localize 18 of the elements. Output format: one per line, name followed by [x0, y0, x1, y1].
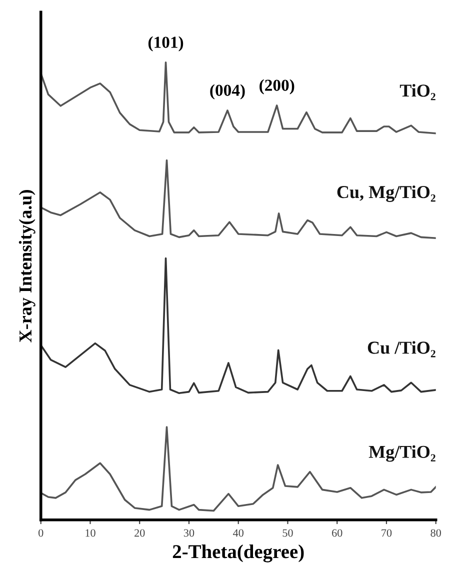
- x-tick-label: 20: [134, 529, 145, 537]
- annotation: (101): [148, 36, 184, 52]
- y-axis-title: X-ray Intensity(a.u): [18, 190, 36, 342]
- annotation: (200): [260, 79, 294, 94]
- series-label: Cu /TiO₂: [368, 341, 436, 358]
- x-tick-label: 50: [282, 529, 293, 537]
- x-tick-label: 30: [184, 529, 194, 537]
- series-label: Mg/TiO₂: [368, 445, 436, 462]
- x-tick-label: 0: [38, 529, 44, 537]
- x-tick-label: 70: [382, 529, 392, 537]
- annotation: (004): [210, 84, 245, 100]
- x-tick-label: 10: [86, 529, 96, 537]
- x-axis-title: 2-Theta(degree): [172, 544, 304, 562]
- series-label: TiO₂: [400, 84, 436, 100]
- x-tick-label: 80: [430, 529, 441, 537]
- x-tick-label: 60: [332, 529, 342, 537]
- x-tick-label: 40: [233, 529, 244, 537]
- series-label: Cu, Mg/TiO₂: [337, 185, 436, 202]
